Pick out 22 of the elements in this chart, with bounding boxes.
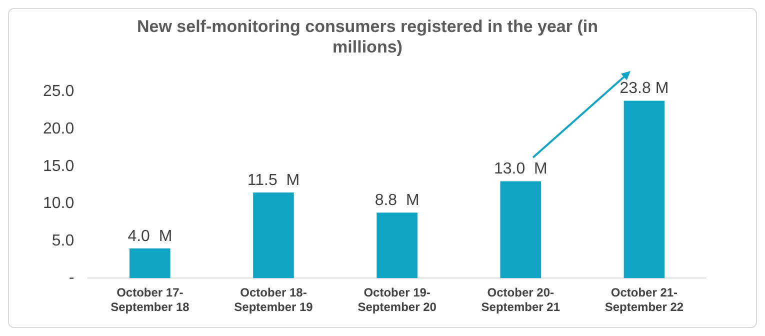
data-label: 8.8 M: [374, 192, 420, 209]
y-tick-label: 10.0: [43, 195, 74, 212]
y-tick-label: 25.0: [43, 83, 74, 100]
x-tick-label: October 21- September 22: [604, 286, 684, 314]
y-tick-label: 5.0: [52, 232, 74, 250]
bar: [376, 212, 418, 278]
x-tick-label: October 19- September 20: [358, 286, 437, 314]
data-label: 4.0 M: [128, 228, 172, 245]
data-label: 13.0 M: [494, 160, 548, 178]
data-label: 11.5 M: [247, 172, 300, 189]
y-tick-label: 15.0: [43, 158, 74, 175]
x-tick-label: October 20- September 21: [481, 286, 560, 314]
x-tick-label: October 17- September 18: [110, 286, 190, 314]
bar: [624, 100, 665, 278]
bar: [253, 192, 294, 278]
y-tick-label: 20.0: [43, 120, 74, 138]
bar: [500, 181, 542, 278]
data-label: 23.8 M: [620, 80, 669, 98]
bar: [130, 248, 170, 278]
chart-title: New self-monitoring consumers registered in the year (in millions): [137, 16, 598, 56]
x-tick-label: October 18- September 19: [234, 286, 314, 314]
y-tick-label: -: [68, 270, 74, 287]
